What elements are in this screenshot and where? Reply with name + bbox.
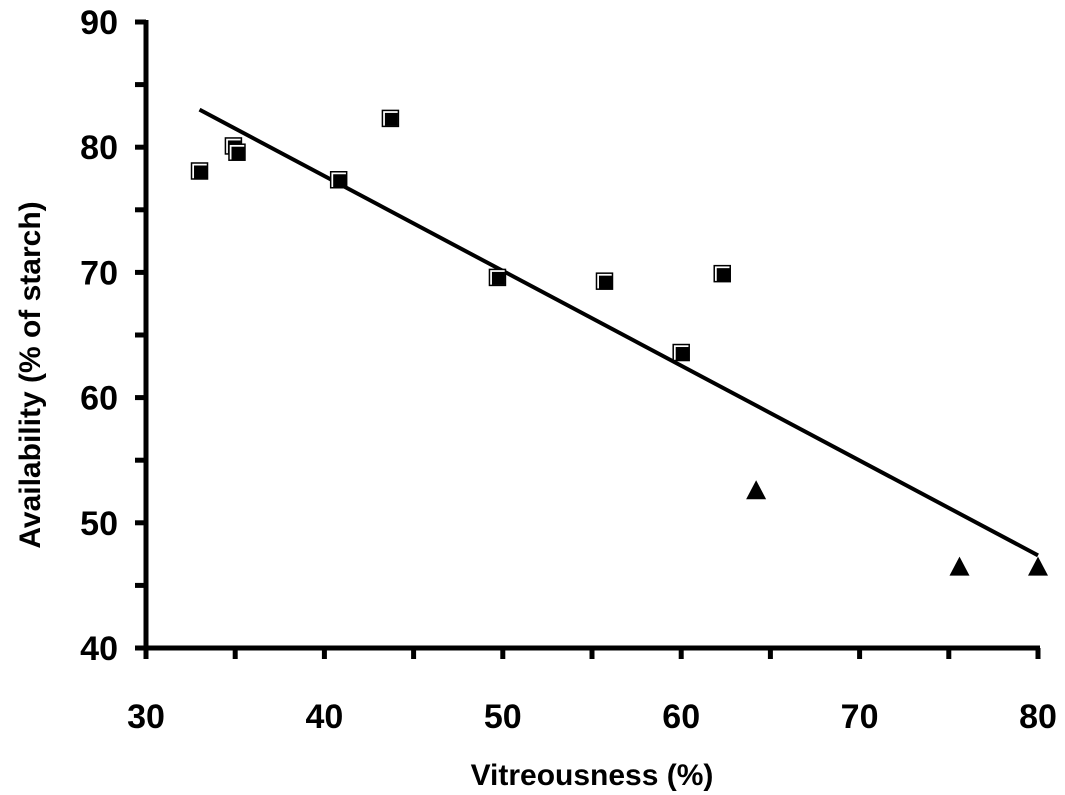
- x-tick-label: 80: [1019, 698, 1057, 736]
- x-tick-label: 60: [662, 698, 700, 736]
- y-axis-title: Availability (% of starch): [14, 201, 47, 548]
- x-axis-title: Vitreousness (%): [471, 759, 714, 792]
- x-tick-label: 40: [305, 698, 343, 736]
- square-point: [329, 171, 348, 189]
- y-tick-label: 40: [80, 630, 118, 668]
- square-marker-fill: [231, 146, 245, 160]
- axis-ticks: [135, 19, 1041, 659]
- square-point: [595, 272, 614, 290]
- x-tick-label: 50: [484, 698, 522, 736]
- square-point: [672, 343, 690, 362]
- x-tick-label: 70: [841, 698, 879, 736]
- x-tick-label: 30: [127, 698, 165, 736]
- y-tick-label: 70: [80, 254, 118, 292]
- trend-line: [198, 107, 1039, 558]
- square-marker-fill: [675, 347, 689, 361]
- y-tick-label: 90: [80, 4, 118, 42]
- triangle-point: [746, 480, 767, 500]
- square-marker-fill: [491, 271, 505, 285]
- y-tick-label: 60: [80, 380, 118, 418]
- square-marker-fill: [194, 165, 208, 179]
- data-points: [190, 109, 1048, 576]
- square-marker-fill: [598, 275, 612, 289]
- triangle-point: [1028, 556, 1048, 576]
- square-point: [381, 109, 400, 128]
- y-tick-label: 80: [80, 129, 118, 167]
- square-point: [190, 162, 209, 180]
- square-point: [228, 143, 246, 161]
- square-marker-fill: [716, 268, 730, 282]
- square-marker-fill: [384, 112, 398, 126]
- axes: [143, 20, 1040, 651]
- square-marker-fill: [333, 174, 347, 188]
- square-point: [488, 268, 507, 287]
- triangle-point: [949, 556, 970, 576]
- square-point: [713, 264, 731, 283]
- y-tick-label: 50: [80, 505, 118, 543]
